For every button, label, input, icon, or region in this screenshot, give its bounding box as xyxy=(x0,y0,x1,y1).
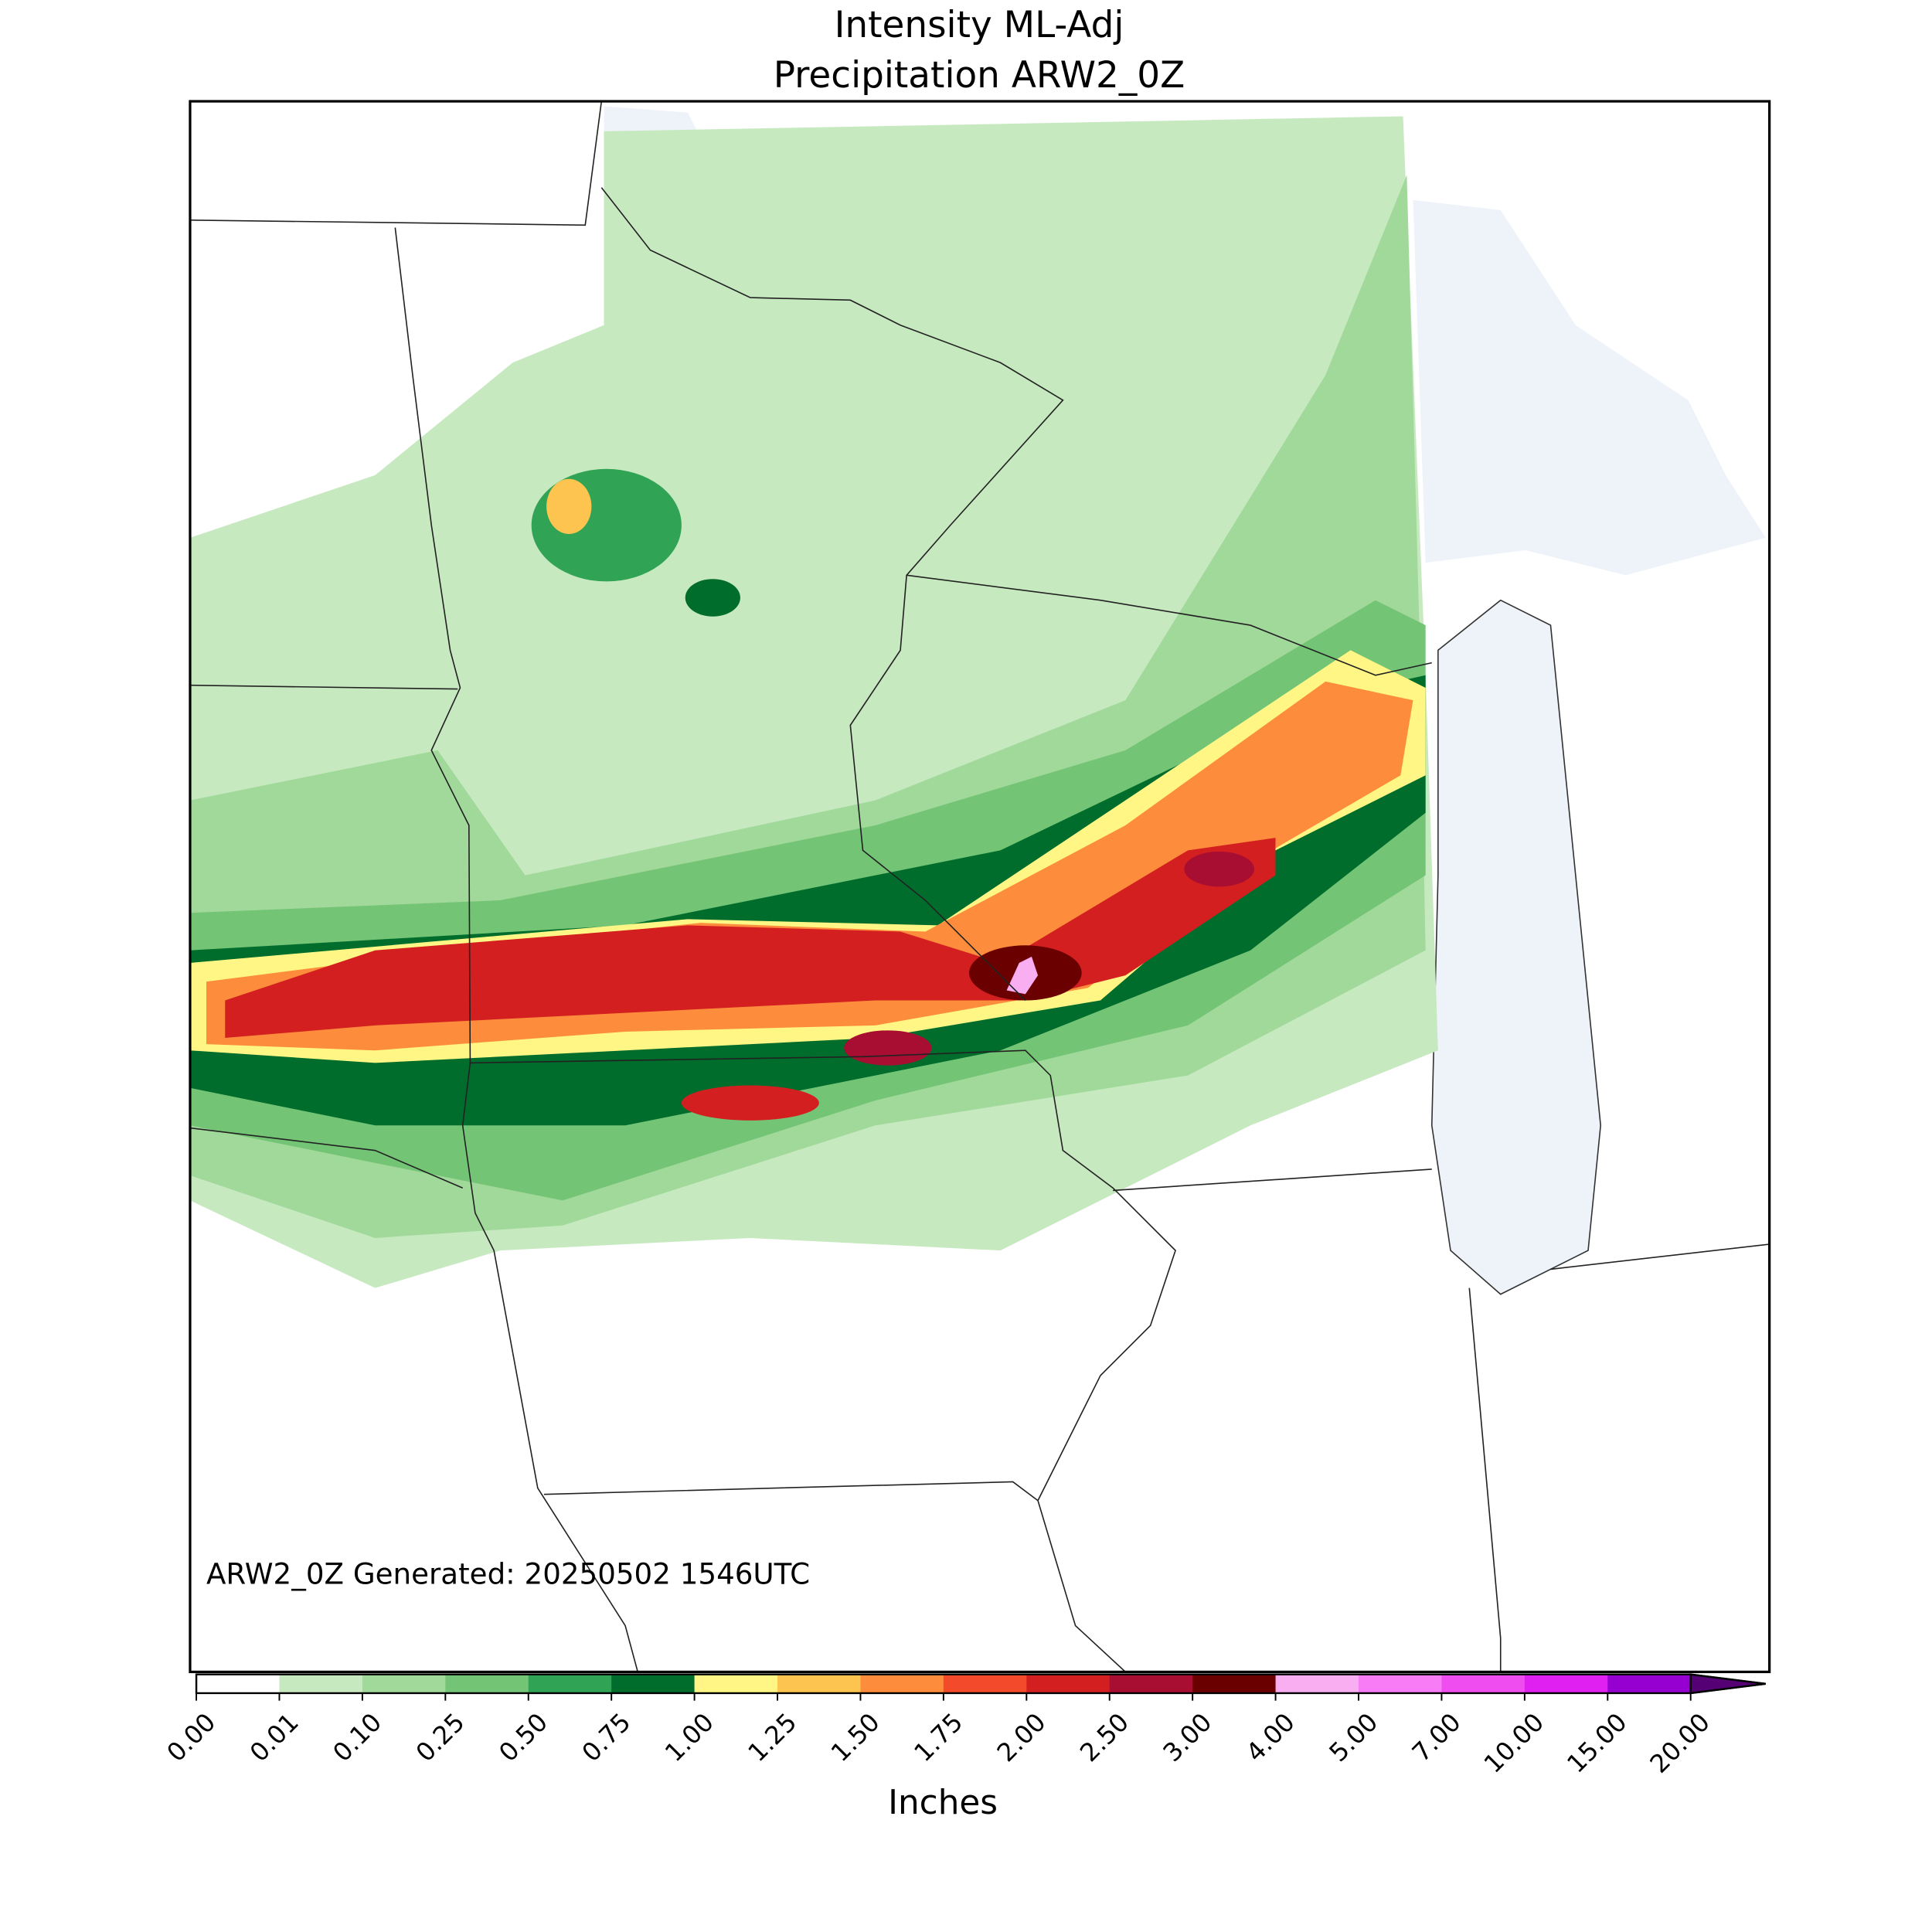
colorbar-tick-label: 1.25 xyxy=(743,1707,803,1767)
colorbar-tick-label: 15.00 xyxy=(1561,1707,1632,1778)
precip-area xyxy=(1006,956,1039,995)
colorbar-tick-label: 1.75 xyxy=(908,1707,968,1767)
colorbar-bin xyxy=(196,1674,280,1693)
colorbar-tick-label: 1.00 xyxy=(659,1707,719,1767)
colorbar-bin xyxy=(528,1674,612,1693)
colorbar-tick-label: 0.50 xyxy=(493,1707,553,1767)
map: ARW2_0Z Generated: 20250502 1546UTC xyxy=(189,100,1771,1674)
annotation: ARW2_0Z Generated: 20250502 1546UTC xyxy=(206,1556,810,1590)
colorbar-bin xyxy=(1026,1674,1111,1693)
colorbar-bin xyxy=(1441,1674,1526,1693)
state-border xyxy=(189,100,639,1672)
colorbar-bin xyxy=(943,1674,1027,1693)
precip-area xyxy=(1184,851,1254,887)
colorbar-bin xyxy=(860,1674,944,1693)
state-border xyxy=(543,1168,1770,1672)
colorbar: 0.00 0.01 0.10 0.25 0.50 0.75 1.00 1.25 1.50 1.75… xyxy=(162,1673,1766,1779)
colorbar-frame xyxy=(195,1673,1766,1695)
colorbar-tick-label: 0.00 xyxy=(162,1707,222,1767)
colorbar-tick-label: 2.00 xyxy=(992,1707,1052,1767)
title: Intensity ML-Adj xyxy=(835,4,1124,46)
subtitle: Precipitation ARW2_0Z xyxy=(774,54,1185,97)
colorbar-label: Inches xyxy=(888,1783,998,1822)
colorbar-tick-label: 4.00 xyxy=(1240,1707,1301,1767)
colorbar-tick-label: 1.50 xyxy=(825,1707,886,1767)
colorbar-bin xyxy=(1524,1674,1608,1693)
colorbar-bin xyxy=(1275,1674,1359,1693)
colorbar-tick-label: 0.25 xyxy=(410,1707,471,1767)
colorbar-extend xyxy=(1689,1673,1766,1695)
colorbar-bin xyxy=(777,1674,861,1693)
colorbar-tick-label: 3.00 xyxy=(1158,1707,1218,1767)
precip-area xyxy=(546,478,592,534)
colorbar-bin xyxy=(1109,1674,1193,1693)
colorbar-bin xyxy=(279,1674,363,1693)
colorbar-tick-label: 2.50 xyxy=(1074,1707,1134,1767)
precip-area xyxy=(844,1030,932,1066)
state-border xyxy=(600,187,1432,1002)
colorbar-tick-label: 0.10 xyxy=(327,1707,387,1767)
precip-area xyxy=(681,1085,819,1121)
precip-area xyxy=(685,579,740,617)
colorbar-bin xyxy=(1607,1674,1692,1693)
colorbar-tick-label: 0.01 xyxy=(244,1707,304,1767)
colorbar-bin xyxy=(1192,1674,1277,1693)
colorbar-bin xyxy=(362,1674,446,1693)
colorbar-bin xyxy=(1359,1674,1442,1693)
colorbar-bin xyxy=(611,1674,696,1693)
colorbar-tick-label: 10.00 xyxy=(1478,1707,1549,1778)
colorbar-tick-label: 0.75 xyxy=(577,1707,637,1767)
colorbar-bin xyxy=(694,1674,778,1693)
map-frame xyxy=(189,100,1771,1674)
colorbar-tick-label: 5.00 xyxy=(1324,1707,1384,1767)
state-border xyxy=(189,684,1176,1673)
lake xyxy=(1413,199,1766,576)
colorbar-bin xyxy=(445,1674,529,1693)
colorbar-tick-label: 20.00 xyxy=(1645,1707,1716,1778)
colorbar-tick-label: 7.00 xyxy=(1406,1707,1467,1767)
